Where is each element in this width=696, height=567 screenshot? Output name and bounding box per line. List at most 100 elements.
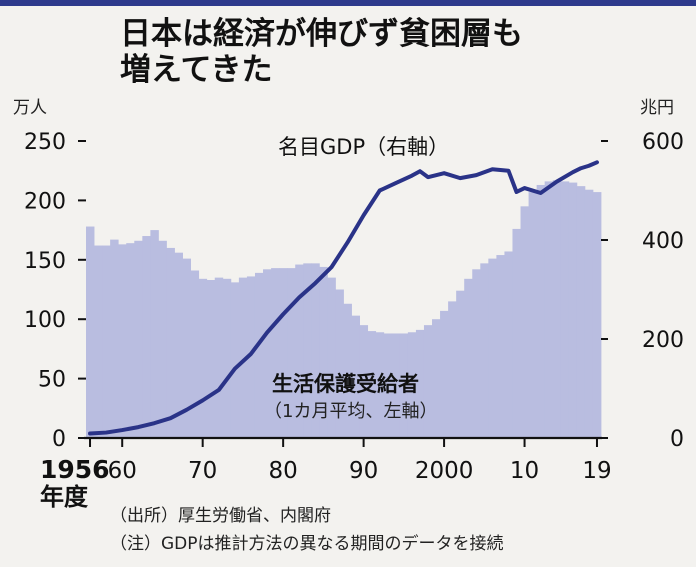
- welfare-series-name: 生活保護受給者: [272, 372, 419, 396]
- x-axis-year-label: 年度: [40, 483, 89, 511]
- left-tick-label: 250: [24, 130, 66, 155]
- welfare-bar: [520, 206, 529, 438]
- welfare-bar: [246, 276, 256, 438]
- welfare-bar: [126, 243, 135, 438]
- welfare-bar: [206, 280, 216, 438]
- welfare-bar: [472, 269, 481, 438]
- chart-title-line1: 日本は経済が伸びず貧困層も: [120, 16, 523, 52]
- welfare-bar: [432, 319, 441, 438]
- right-tick-label: 0: [670, 427, 684, 452]
- welfare-bar: [560, 181, 570, 438]
- welfare-bar: [335, 289, 344, 438]
- right-axis-unit: 兆円: [640, 98, 674, 118]
- welfare-bar: [568, 182, 578, 438]
- welfare-series-note: （1カ月平均、左軸）: [264, 401, 437, 422]
- left-tick-label: 100: [24, 308, 66, 333]
- welfare-bar: [134, 240, 143, 438]
- right-tick-label: 600: [642, 130, 684, 155]
- welfare-bar: [359, 325, 369, 438]
- welfare-bar: [391, 333, 401, 438]
- welfare-bars: [86, 180, 602, 438]
- welfare-bar: [311, 263, 320, 438]
- welfare-bar: [118, 244, 127, 438]
- gdp-series-note: （右軸）: [365, 135, 449, 159]
- welfare-bar: [238, 277, 248, 438]
- left-axis-unit: 万人: [13, 98, 47, 118]
- welfare-bar: [182, 258, 192, 438]
- welfare-bar: [254, 272, 264, 438]
- gdp-series-label: 名目GDP（右軸）: [278, 135, 449, 159]
- welfare-bar: [528, 192, 538, 438]
- welfare-bar: [303, 263, 312, 438]
- welfare-bar: [110, 239, 119, 438]
- welfare-bar: [576, 186, 586, 438]
- gdp-series-name: 名目GDP: [278, 135, 365, 159]
- welfare-bar: [536, 184, 546, 438]
- welfare-bar: [415, 329, 425, 438]
- x-tick-label: 2000: [415, 458, 474, 484]
- welfare-bar: [383, 333, 393, 438]
- welfare-bar: [287, 268, 296, 438]
- welfare-bar: [584, 189, 594, 438]
- welfare-bar: [464, 278, 473, 438]
- welfare-bar: [94, 245, 103, 438]
- welfare-bar: [375, 332, 385, 438]
- welfare-bar: [351, 315, 360, 438]
- welfare-bar: [158, 240, 167, 438]
- welfare-bar: [150, 230, 159, 438]
- right-axis-ticks: 0 200 400 600: [601, 130, 684, 452]
- welfare-bar: [480, 263, 489, 438]
- left-tick-label: 50: [38, 368, 66, 393]
- welfare-bar: [552, 180, 562, 438]
- x-tick-label: 19: [582, 458, 611, 484]
- welfare-bar: [367, 331, 377, 438]
- welfare-bar: [327, 277, 336, 438]
- welfare-bar: [440, 310, 449, 438]
- welfare-bar: [592, 192, 602, 438]
- welfare-bar: [512, 228, 521, 438]
- welfare-bar: [295, 264, 304, 438]
- chart-title-line2: 増えてきた: [120, 52, 273, 88]
- welfare-bar: [279, 268, 288, 438]
- left-tick-label: 200: [24, 189, 66, 214]
- welfare-bar: [456, 290, 465, 438]
- x-tick-label: 1956: [40, 455, 110, 484]
- right-tick-label: 200: [642, 328, 684, 353]
- gdp-line: [88, 160, 599, 436]
- welfare-bar: [319, 266, 328, 438]
- welfare-bar: [102, 245, 111, 438]
- x-tick-label: 70: [188, 458, 217, 484]
- welfare-bar: [488, 258, 497, 438]
- method-note: （注）GDPは推計方法の異なる期間のデータを接続: [110, 533, 504, 554]
- welfare-bar: [214, 277, 224, 438]
- right-tick-label: 400: [642, 229, 684, 254]
- welfare-bar: [222, 278, 232, 438]
- x-tick-label: 60: [108, 458, 137, 484]
- welfare-bar: [407, 332, 417, 438]
- welfare-bar: [190, 270, 200, 438]
- welfare-bar: [448, 301, 457, 438]
- welfare-bar: [544, 181, 554, 438]
- x-tick-label: 80: [269, 458, 298, 484]
- welfare-bar: [166, 247, 175, 438]
- left-tick-label: 0: [52, 427, 66, 452]
- top-accent-bar: [0, 0, 696, 6]
- welfare-bar: [496, 255, 505, 438]
- welfare-bar: [230, 282, 240, 438]
- x-tick-label: 90: [349, 458, 378, 484]
- welfare-bar: [263, 269, 272, 438]
- left-axis-ticks: 0 50 100 150 200 250: [24, 130, 86, 452]
- left-tick-label: 150: [24, 249, 66, 274]
- welfare-bar: [86, 226, 95, 438]
- welfare-bar: [198, 278, 208, 438]
- x-tick-label: 10: [510, 458, 539, 484]
- welfare-bar: [399, 333, 409, 438]
- welfare-bar: [423, 325, 433, 438]
- welfare-bar: [142, 236, 151, 438]
- welfare-bar: [504, 251, 513, 438]
- welfare-bar: [174, 252, 183, 438]
- source-note: （出所）厚生労働省、内閣府: [110, 506, 331, 526]
